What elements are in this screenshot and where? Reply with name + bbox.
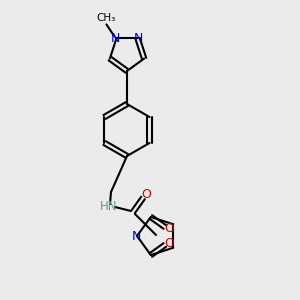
Text: N: N (131, 230, 141, 242)
Text: N: N (111, 32, 120, 45)
Text: HN: HN (100, 200, 118, 212)
Text: O: O (141, 188, 151, 202)
Text: O: O (164, 236, 174, 250)
Text: N: N (134, 32, 143, 45)
Text: O: O (164, 223, 174, 236)
Text: CH₃: CH₃ (97, 14, 116, 23)
